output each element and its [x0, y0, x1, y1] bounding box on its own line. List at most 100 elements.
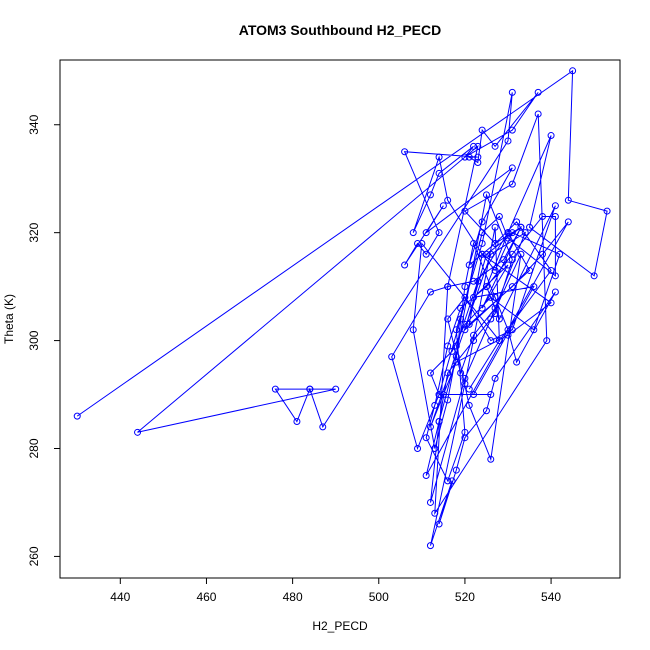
- x-tick-label: 440: [110, 590, 130, 604]
- data-point: [474, 142, 482, 150]
- data-point: [435, 520, 443, 528]
- data-point: [426, 498, 434, 506]
- x-tick-label: 520: [455, 590, 475, 604]
- data-point: [564, 218, 572, 226]
- data-point: [547, 299, 555, 307]
- data-point: [452, 358, 460, 366]
- data-point: [461, 326, 469, 334]
- data-point: [319, 423, 327, 431]
- data-point: [603, 207, 611, 215]
- data-point: [508, 229, 516, 237]
- data-point: [482, 407, 490, 415]
- data-point: [474, 153, 482, 161]
- data-point: [465, 320, 473, 328]
- data-point: [461, 153, 469, 161]
- data-point: [478, 218, 486, 226]
- data-point: [431, 509, 439, 517]
- data-point: [547, 266, 555, 274]
- data-point: [521, 229, 529, 237]
- data-point: [504, 331, 512, 339]
- data-point: [491, 293, 499, 301]
- data-point: [508, 164, 516, 172]
- data-point: [444, 315, 452, 323]
- data-point: [513, 218, 521, 226]
- data-point: [551, 272, 559, 280]
- data-point: [271, 385, 279, 393]
- data-point: [465, 261, 473, 269]
- data-point: [508, 283, 516, 291]
- data-point: [491, 374, 499, 382]
- x-tick-label: 480: [283, 590, 303, 604]
- data-point: [452, 326, 460, 334]
- data-point: [426, 191, 434, 199]
- data-point: [517, 250, 525, 258]
- data-point: [504, 326, 512, 334]
- data-point: [388, 353, 396, 361]
- data-point: [500, 256, 508, 264]
- data-point: [444, 369, 452, 377]
- data-point: [487, 293, 495, 301]
- data-point: [590, 272, 598, 280]
- data-point: [564, 196, 572, 204]
- data-point: [409, 229, 417, 237]
- data-point: [478, 239, 486, 247]
- data-point: [452, 353, 460, 361]
- data-point: [461, 293, 469, 301]
- series-line: [76, 69, 608, 546]
- data-point: [422, 434, 430, 442]
- data-point: [426, 369, 434, 377]
- data-point: [435, 169, 443, 177]
- data-point: [332, 385, 340, 393]
- x-tick-label: 540: [541, 590, 561, 604]
- data-point: [401, 261, 409, 269]
- data-point: [478, 304, 486, 312]
- data-point: [470, 293, 478, 301]
- data-point: [293, 418, 301, 426]
- data-point: [495, 212, 503, 220]
- data-point: [508, 88, 516, 96]
- data-point: [435, 153, 443, 161]
- x-axis: 440 460 480 500 520 540: [110, 577, 561, 604]
- data-point: [551, 288, 559, 296]
- data-point: [530, 326, 538, 334]
- data-point: [306, 385, 314, 393]
- data-point: [439, 391, 447, 399]
- data-point: [431, 445, 439, 452]
- data-point: [461, 374, 469, 382]
- data-point: [508, 126, 516, 134]
- data-point: [487, 391, 495, 399]
- data-point: [538, 212, 546, 220]
- data-point: [431, 401, 439, 409]
- data-point: [526, 266, 534, 274]
- data-point: [508, 250, 516, 258]
- data-point: [491, 142, 499, 150]
- data-point: [482, 191, 490, 199]
- data-point: [461, 428, 469, 436]
- data-point: [426, 288, 434, 296]
- data-point: [538, 250, 546, 258]
- data-point: [487, 315, 495, 323]
- data-point: [457, 304, 465, 312]
- data-point: [448, 347, 456, 355]
- data-point: [457, 369, 465, 377]
- data-point: [543, 337, 551, 345]
- chart-title: ATOM3 Southbound H2_PECD: [239, 22, 441, 38]
- data-point: [470, 337, 478, 345]
- x-tick-label: 460: [196, 590, 216, 604]
- data-point: [551, 202, 559, 210]
- data-point: [508, 326, 516, 334]
- data-point: [461, 207, 469, 215]
- data-point: [495, 337, 503, 345]
- data-point: [569, 67, 577, 75]
- data-point: [487, 250, 495, 258]
- data-point: [547, 132, 555, 140]
- y-tick-label: 300: [27, 330, 41, 350]
- y-axis-label: Theta (K): [2, 294, 16, 344]
- data-point: [134, 428, 142, 436]
- data-point: [444, 396, 452, 404]
- data-point: [526, 223, 534, 231]
- data-point: [478, 229, 486, 237]
- data-point: [534, 88, 542, 96]
- data-point: [504, 234, 512, 242]
